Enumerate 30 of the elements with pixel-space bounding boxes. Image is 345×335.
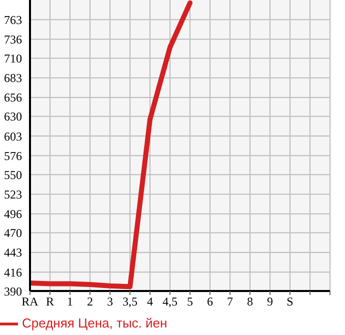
x-tick-label: 1 [67, 294, 73, 309]
x-tick-label: 4,5 [162, 294, 178, 309]
x-tick-label: 9 [267, 294, 273, 309]
x-tick-label: S [286, 294, 294, 309]
x-tick-label: 7 [227, 294, 233, 309]
y-tick-label: 416 [4, 265, 22, 280]
y-tick-label: 603 [4, 129, 22, 144]
x-tick-label: 6 [207, 294, 213, 309]
y-tick-label: 443 [4, 246, 22, 260]
y-tick-label: 736 [4, 32, 22, 47]
y-tick-label: 523 [4, 188, 22, 202]
y-tick-label: 656 [4, 90, 22, 105]
y-tick-label: 710 [4, 51, 22, 66]
x-tick-label: 4 [147, 294, 153, 309]
y-tick-label: 390 [4, 284, 22, 298]
x-tick-label: 2 [87, 294, 93, 309]
y-tick-label: 496 [4, 207, 22, 222]
x-tick-label: 5 [187, 294, 193, 309]
y-tick-label: 576 [4, 148, 22, 163]
y-tick-label: 470 [4, 226, 22, 240]
y-tick-label: 550 [4, 168, 22, 182]
x-tick-label: 8 [247, 294, 253, 309]
x-tick-label: RA [22, 294, 39, 309]
x-tick-label: R [46, 294, 54, 309]
legend-label: Средняя Цена, тыс. йен [22, 315, 168, 330]
y-tick-label: 763 [4, 12, 22, 27]
y-tick-label: 683 [4, 71, 22, 86]
x-tick-label: 3 [107, 294, 113, 309]
x-tick-label: 3,5 [122, 294, 138, 309]
y-tick-label: 630 [4, 110, 22, 124]
